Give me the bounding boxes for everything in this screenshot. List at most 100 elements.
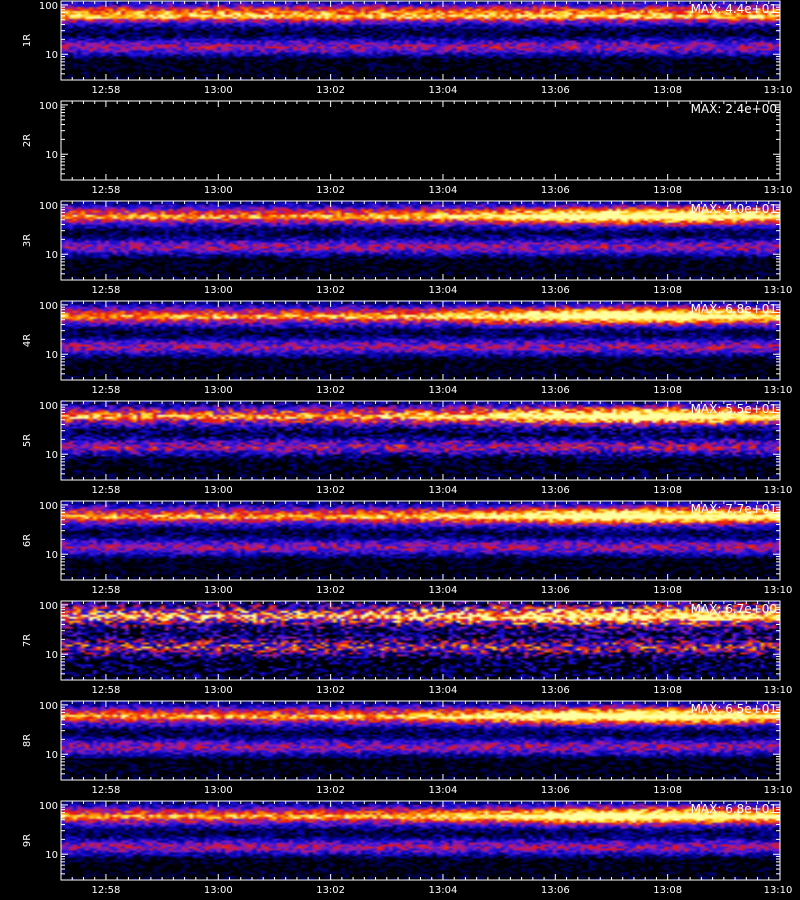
x-tick-label: 13:02: [316, 685, 345, 696]
x-tick-label: 13:00: [204, 85, 233, 96]
y-tick-label: 100: [39, 801, 58, 812]
x-tick-label: 13:02: [316, 285, 345, 296]
axes-2r: 100 10 2R 12:58 13:00 13:02 13:04 13:06 13:08 13:…: [22, 100, 793, 196]
x-tick-label: 13:08: [653, 85, 682, 96]
x-tick-label: 13:04: [429, 685, 458, 696]
y-tick-label: 100: [39, 401, 58, 412]
y-tick-label: 10: [45, 550, 58, 561]
plot-frame: [60, 700, 781, 781]
axes-7r: 100 10 7R 12:58 13:00 13:02 13:04 13:06 13:08 13:…: [22, 600, 793, 696]
spectrogram-panel-5r: 100 10 5R 12:58 13:00 13:02 13:04 13:06 13:08 13:…: [0, 400, 800, 500]
x-tick-label: 13:10: [764, 185, 793, 196]
x-tick-label: 13:02: [316, 585, 345, 596]
x-tick-label: 13:02: [316, 485, 345, 496]
y-tick-label: 100: [39, 101, 58, 112]
panel-label: 3R: [22, 234, 33, 247]
x-tick-label: 13:06: [541, 685, 570, 696]
x-tick-label: 13:04: [429, 85, 458, 96]
spectrogram-panel-2r: 100 10 2R 12:58 13:00 13:02 13:04 13:06 13:08 13:…: [0, 100, 800, 200]
plot-frame: [60, 100, 781, 181]
x-tick-label: 13:00: [204, 585, 233, 596]
x-tick-label: 13:10: [764, 85, 793, 96]
x-tick-label: 13:04: [429, 185, 458, 196]
x-tick-label: 13:06: [541, 385, 570, 396]
x-tick-label: 13:00: [204, 385, 233, 396]
axes-4r: 100 10 4R 12:58 13:00 13:02 13:04 13:06 13:08 13:…: [22, 300, 792, 396]
x-tick-label: 13:06: [541, 585, 570, 596]
x-tick-label: 13:02: [316, 185, 345, 196]
y-tick-label: 100: [39, 701, 58, 712]
x-tick-label: 13:00: [204, 485, 233, 496]
x-tick-label: 13:00: [204, 185, 233, 196]
x-tick-label: 13:00: [204, 885, 233, 896]
x-tick-label: 13:10: [764, 785, 793, 796]
x-tick-label: 13:06: [541, 485, 570, 496]
x-tick-label: 12:58: [92, 685, 121, 696]
axes-5r: 100 10 5R 12:58 13:00 13:02 13:04 13:06 13:08 13:…: [22, 400, 793, 496]
x-tick-label: 13:08: [653, 285, 682, 296]
y-tick-label: 10: [45, 150, 58, 161]
x-tick-label: 13:08: [653, 885, 682, 896]
axes-9r: 100 10 9R 12:58 13:00 13:02 13:04 13:06 13:08 13:…: [22, 800, 793, 896]
plot-frame: [60, 0, 781, 81]
y-tick-label: 100: [39, 601, 58, 612]
x-tick-label: 12:58: [92, 485, 121, 496]
plot-frame: [60, 500, 781, 581]
max-value-label: MAX: 6.8e+01: [691, 802, 777, 816]
spectrogram-panel-6r: 100 10 6R 12:58 13:00 13:02 13:04 13:06 13:08 13:…: [0, 500, 800, 600]
x-tick-label: 13:02: [316, 785, 345, 796]
x-tick-label: 13:10: [764, 285, 793, 296]
max-value-label: MAX: 5.5e+01: [691, 402, 777, 416]
y-tick-label: 10: [45, 350, 58, 361]
x-tick-label: 12:58: [92, 85, 121, 96]
x-tick-label: 13:06: [541, 285, 570, 296]
panel-label: 6R: [22, 534, 33, 547]
panel-label: 2R: [22, 134, 33, 147]
y-tick-label: 100: [39, 301, 58, 312]
max-value-label: MAX: 7.7e+01: [691, 502, 777, 516]
axes-3r: 100 10 3R 12:58 13:00 13:02 13:04 13:06 13:08 13:…: [22, 200, 793, 296]
heatmap-5r: [61, 401, 780, 480]
x-tick-label: 13:10: [764, 685, 793, 696]
y-tick-label: 10: [45, 250, 58, 261]
plot-frame: [60, 800, 781, 881]
panel-label: 7R: [22, 634, 33, 647]
spectrogram-panel-1r: 100 10 1R 12:58 13:00 13:02 13:04 13:06 13:08 13:…: [0, 0, 800, 100]
y-tick-label: 10: [45, 750, 58, 761]
x-tick-label: 13:06: [541, 85, 570, 96]
axes-8r: 100 10 8R 12:58 13:00 13:02 13:04 13:06 13:08 13:…: [22, 700, 793, 796]
heatmap-6r: [61, 501, 780, 580]
x-tick-label: 12:58: [92, 785, 121, 796]
heatmap-1r: [61, 1, 780, 80]
max-value-label: MAX: 4.4e+01: [691, 2, 777, 16]
x-tick-label: 13:08: [653, 785, 682, 796]
spectrogram-panel-9r: 100 10 9R 12:58 13:00 13:02 13:04 13:06 13:08 13:…: [0, 800, 800, 900]
heatmap-3r: [61, 201, 780, 280]
x-tick-label: 13:04: [429, 385, 458, 396]
x-tick-label: 12:58: [92, 285, 121, 296]
x-tick-label: 13:04: [429, 885, 458, 896]
max-value-label: MAX: 2.4e+00: [691, 102, 777, 116]
x-tick-label: 13:06: [541, 185, 570, 196]
x-tick-label: 13:08: [653, 485, 682, 496]
x-tick-label: 13:10: [764, 485, 793, 496]
x-tick-label: 13:02: [316, 385, 345, 396]
plot-frame: [60, 600, 781, 681]
spectrogram-panel-8r: 100 10 8R 12:58 13:00 13:02 13:04 13:06 13:08 13:…: [0, 700, 800, 800]
heatmap-2r: [61, 101, 780, 180]
x-tick-label: 12:58: [92, 885, 121, 896]
x-tick-label: 13:02: [316, 885, 345, 896]
max-value-label: MAX: 4.0e+01: [691, 202, 777, 216]
x-tick-label: 13:10: [764, 885, 793, 896]
x-tick-label: 12:58: [92, 185, 121, 196]
panel-label: 4R: [22, 334, 33, 347]
x-tick-label: 13:04: [429, 785, 458, 796]
panel-label: 8R: [22, 734, 33, 747]
max-value-label: MAX: 6.8e+01: [691, 302, 777, 316]
heatmap-8r: [61, 701, 780, 780]
plot-frame: [60, 400, 781, 481]
y-tick-label: 10: [45, 50, 58, 61]
axes-6r: 100 10 6R 12:58 13:00 13:02 13:04 13:06 13:08 13:…: [22, 500, 792, 596]
x-tick-label: 13:06: [541, 785, 570, 796]
